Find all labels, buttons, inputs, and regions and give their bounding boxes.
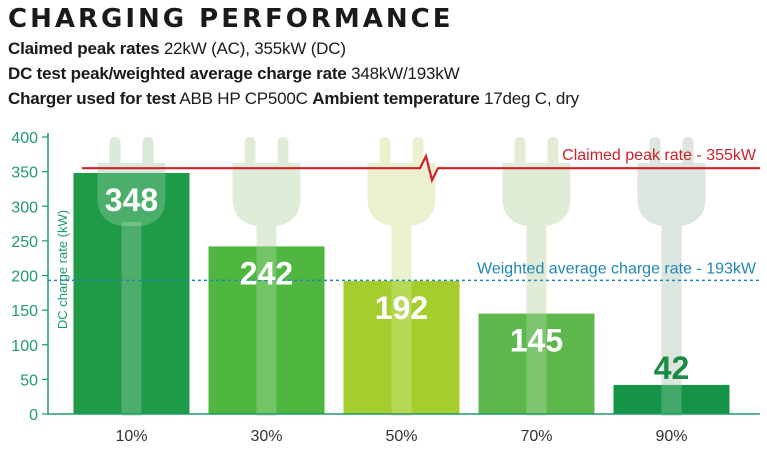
charger-line: Charger used for test ABB HP CP500C Ambi… — [8, 89, 579, 109]
value-label: 145 — [510, 323, 563, 359]
plug-prong-icon — [649, 137, 661, 169]
plug-icon — [637, 137, 706, 416]
plug-prong-icon — [547, 137, 559, 169]
claimed-peak-line: Claimed peak rates 22kW (AC), 355kW (DC) — [8, 39, 346, 59]
plug-cable-icon — [256, 246, 277, 414]
plug-prong-icon — [412, 137, 424, 169]
y-tick-label: 300 — [11, 199, 38, 216]
bar — [73, 173, 190, 414]
x-tick-label: 50% — [385, 428, 417, 445]
chart-title: CHARGING PERFORMANCE — [8, 4, 454, 34]
bar — [478, 313, 595, 414]
y-tick-label: 0 — [29, 407, 38, 424]
plug-cable-icon — [526, 313, 547, 414]
plug-prong-icon — [514, 137, 526, 169]
x-tick-label: 30% — [250, 428, 282, 445]
plug-cable-icon — [391, 281, 412, 414]
y-tick-label: 400 — [11, 130, 38, 147]
y-tick-label: 350 — [11, 165, 38, 182]
claimed-peak-label: Claimed peak rate - 355kW — [562, 147, 757, 164]
charger-label: Charger used for test — [8, 89, 176, 108]
dc-test-label: DC test peak/weighted average charge rat… — [8, 64, 347, 83]
value-label: 192 — [375, 290, 428, 326]
plug-body-icon — [502, 163, 571, 226]
plug-prong-icon — [142, 137, 154, 169]
ambient-label: Ambient temperature — [312, 89, 480, 108]
plug-prong-icon — [244, 137, 256, 169]
plug-prong-icon — [109, 137, 121, 169]
plug-prong-icon — [682, 137, 694, 169]
plug-body-icon — [637, 163, 706, 226]
y-tick-label: 50 — [20, 372, 38, 389]
x-tick-label: 90% — [655, 428, 687, 445]
plug-cable-icon — [121, 222, 142, 414]
y-tick-label: 100 — [11, 338, 38, 355]
plug-body-icon — [367, 163, 436, 226]
plug-prong-icon — [277, 137, 289, 169]
ambient-value: 17deg C, dry — [484, 89, 579, 108]
claimed-peak-label: Claimed peak rates — [8, 39, 160, 58]
bar — [613, 384, 730, 414]
y-tick-label: 200 — [11, 269, 38, 286]
weighted-average-label: Weighted average charge rate - 193kW — [477, 260, 757, 277]
y-tick-label: 150 — [11, 303, 38, 320]
bars — [73, 173, 730, 414]
dc-test-line: DC test peak/weighted average charge rat… — [8, 64, 460, 84]
plug-prong-icon — [379, 137, 391, 169]
y-axis-title: DC charge rate (kW) — [55, 210, 70, 329]
value-label: 348 — [105, 182, 158, 218]
x-tick-label: 70% — [520, 428, 552, 445]
dc-test-value: 348kW/193kW — [351, 64, 460, 83]
charger-value: ABB HP CP500C — [179, 89, 308, 108]
plug-cable-icon — [661, 222, 682, 416]
plug-body-icon — [97, 173, 166, 226]
plug-cable-icon — [661, 384, 682, 414]
value-label: 42 — [654, 350, 690, 386]
value-label: 242 — [240, 255, 293, 291]
bar — [343, 281, 460, 414]
y-tick-label: 250 — [11, 234, 38, 251]
x-tick-label: 10% — [115, 428, 147, 445]
bar — [208, 246, 325, 414]
plug-overlays — [97, 173, 682, 414]
plug-overlay — [97, 173, 166, 226]
plug-body-icon — [232, 163, 301, 226]
claimed-peak-value: 22kW (AC), 355kW (DC) — [163, 39, 346, 58]
claimed-peak-line — [82, 153, 760, 184]
